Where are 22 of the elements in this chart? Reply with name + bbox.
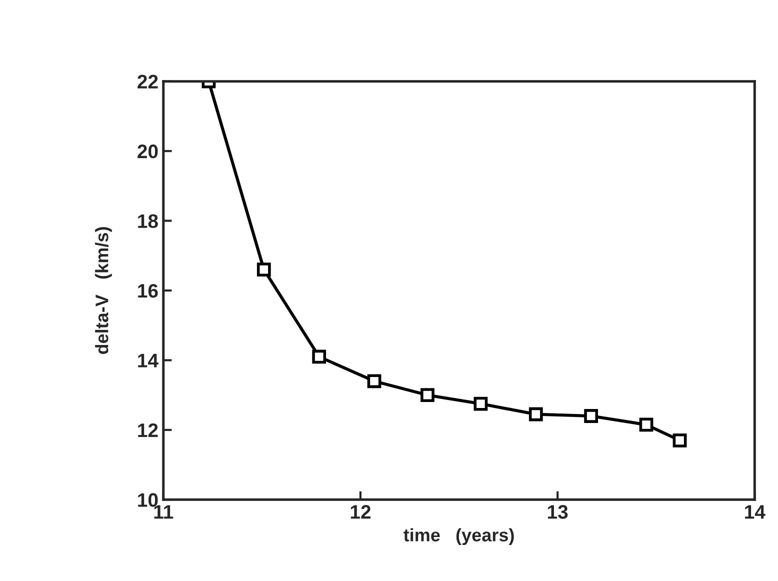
point: [312, 350, 326, 364]
y-axis-title: delta-V (km/s): [95, 227, 112, 354]
x-tick-label: 14: [745, 505, 766, 519]
x-tick-label: 12: [350, 505, 371, 519]
x-tick-label: 11: [154, 505, 174, 519]
x-axis-title: time (years): [404, 528, 514, 546]
y-tick-label: 20: [138, 144, 158, 158]
y-tick-label: 16: [138, 284, 158, 298]
y-tick-label: 18: [138, 214, 158, 228]
point: [639, 418, 654, 432]
x-tick-label: 13: [548, 505, 568, 519]
point: [672, 433, 687, 448]
y-tick-label: 12: [138, 423, 158, 437]
point: [256, 262, 271, 277]
y-tick-label: 22: [138, 74, 158, 88]
point: [474, 396, 488, 411]
point: [367, 374, 382, 388]
y-tick-label: 10: [138, 493, 158, 507]
point: [528, 407, 543, 422]
point: [420, 388, 434, 402]
point: [584, 409, 598, 423]
y-tick-label: 14: [138, 354, 158, 368]
